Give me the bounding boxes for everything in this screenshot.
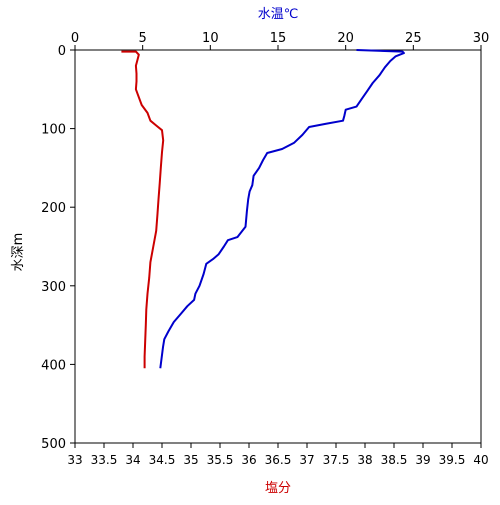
- bottom-axis-tick-label: 39.5: [439, 453, 466, 467]
- bottom-axis-tick-label: 40: [473, 453, 488, 467]
- top-axis-tick-label: 15: [270, 31, 287, 46]
- left-axis-tick-label: 400: [41, 358, 66, 373]
- bottom-axis-tick-label: 38: [357, 453, 372, 467]
- series-layer: [121, 49, 405, 369]
- temperature-profile-line: [159, 49, 405, 369]
- bottom-axis-tick-label: 36: [241, 453, 256, 467]
- bottom-axis-tick-label: 33: [67, 453, 82, 467]
- bottom-axis-ticks: 33 33.5 34 34.5 35 35.5 36 36.5 37 37.5 38 38.5 39 39…: [67, 443, 489, 467]
- bottom-axis-tick-label: 35.5: [207, 453, 234, 467]
- bottom-axis-tick-label: 36.5: [265, 453, 292, 467]
- left-axis-label: 水深m: [11, 233, 26, 272]
- plot-frame: [74, 49, 482, 444]
- salinity-profile-line: [121, 50, 165, 369]
- left-axis-tick-label: 200: [41, 201, 66, 216]
- left-axis-ticks: 0 100 200 300 400 500: [41, 44, 75, 452]
- left-axis-tick-label: 0: [58, 44, 66, 59]
- left-axis-tick-label: 300: [41, 280, 66, 295]
- left-axis-tick-label: 500: [41, 437, 66, 452]
- top-axis-label: 水温℃: [258, 7, 299, 22]
- top-axis-tick-label: 30: [473, 31, 490, 46]
- bottom-axis-tick-label: 34.5: [149, 453, 176, 467]
- top-axis-tick-label: 5: [139, 31, 147, 46]
- bottom-axis-tick-label: 33.5: [91, 453, 118, 467]
- top-axis-tick-label: 0: [71, 31, 79, 46]
- left-axis-tick-label: 100: [41, 123, 66, 138]
- bottom-axis-label: 塩分: [265, 481, 291, 496]
- bottom-axis-tick-label: 37: [299, 453, 314, 467]
- bottom-axis-tick-label: 34: [125, 453, 140, 467]
- bottom-axis-tick-label: 38.5: [381, 453, 408, 467]
- top-axis-tick-label: 10: [202, 31, 219, 46]
- top-axis-tick-label: 25: [405, 31, 422, 46]
- top-axis-ticks: 0 5 10 15 20 25 30: [71, 31, 489, 50]
- bottom-axis-tick-label: 37.5: [323, 453, 350, 467]
- bottom-axis-tick-label: 39: [415, 453, 430, 467]
- bottom-axis-tick-label: 35: [183, 453, 198, 467]
- top-axis-tick-label: 20: [337, 31, 354, 46]
